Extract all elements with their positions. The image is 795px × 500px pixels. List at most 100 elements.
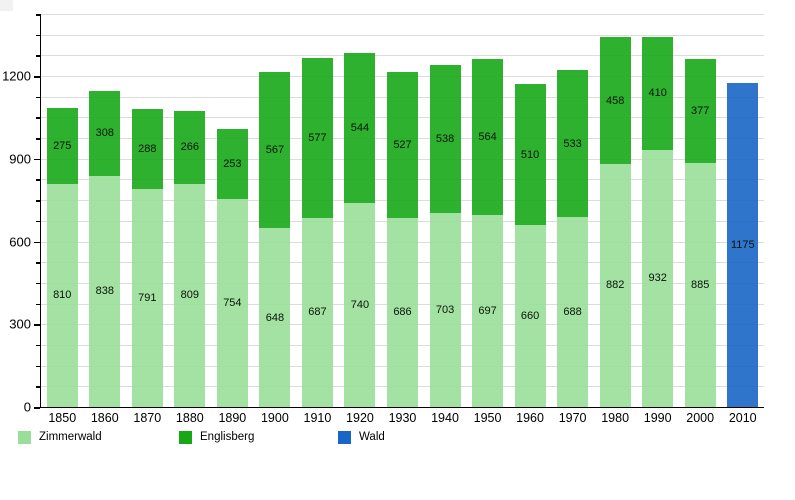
bar-value-label: 544 <box>350 121 370 134</box>
x-axis-year-label: 1900 <box>260 411 289 425</box>
bar-value-label: 253 <box>223 158 242 171</box>
bar-segment-englisberg-1910: 577 <box>301 58 333 218</box>
bar-segment-englisberg-1880: 266 <box>174 110 206 184</box>
x-axis-year-label: 1940 <box>431 411 459 425</box>
x-axis-year-label: 1980 <box>601 411 630 425</box>
y-axis-minor-tick <box>35 365 40 368</box>
legend: Zimmerwald Englisberg Wald <box>0 430 795 446</box>
y-axis-minor-tick <box>35 138 40 140</box>
bar-segment-englisberg-1860: 308 <box>89 90 121 176</box>
legend-label-englisberg: Englisberg <box>200 431 255 443</box>
bar-value-label: 377 <box>691 104 710 117</box>
y-axis-major-tick <box>33 407 40 409</box>
x-axis-year-label: 1910 <box>303 411 332 425</box>
y-axis-minor-tick <box>35 386 40 388</box>
bar-segment-zimmerwald-1890: 754 <box>216 199 248 407</box>
y-axis-minor-tick <box>35 34 40 37</box>
bar-segment-zimmerwald-1960: 660 <box>514 224 546 407</box>
bar-value-label: 410 <box>648 87 667 100</box>
y-axis-tick-label: 1200 <box>2 68 31 84</box>
bar-value-label: 885 <box>691 278 710 291</box>
bar-value-label: 697 <box>478 304 497 317</box>
y-axis-minor-tick <box>35 303 40 306</box>
bar-segment-zimmerwald-2000: 885 <box>684 162 716 407</box>
x-axis-year-label: 2010 <box>728 411 757 425</box>
bar-segment-englisberg-1870: 288 <box>131 109 163 189</box>
bar-value-label: 688 <box>563 306 582 319</box>
bar-value-label: 527 <box>393 139 412 152</box>
x-axis-year-label: 1890 <box>218 411 247 425</box>
bar-segment-englisberg-1900: 567 <box>259 71 291 229</box>
x-axis-year-label: 1970 <box>558 411 587 425</box>
y-axis-minor-tick <box>35 55 40 57</box>
x-axis-year-label: 1950 <box>473 411 502 425</box>
x-axis-year-label: 2000 <box>686 411 715 425</box>
y-axis-major-tick <box>33 76 40 78</box>
y-axis-major-tick <box>33 241 40 244</box>
bar-value-label: 538 <box>435 132 455 145</box>
y-axis-minor-tick <box>35 220 40 223</box>
x-axis-year-label: 1870 <box>133 411 162 425</box>
gridline <box>41 14 764 15</box>
bar-value-label: 564 <box>478 131 497 144</box>
legend-item-zimmerwald: Zimmerwald <box>18 430 102 444</box>
y-axis-tick-label: 900 <box>9 151 31 167</box>
bar-value-label: 458 <box>605 94 625 107</box>
bar-value-label: 308 <box>95 127 114 140</box>
plot-area: 0 300 600 900 1200 810 275 1850 838 308 1860 791 288… <box>2 14 764 425</box>
bar-value-label: 686 <box>393 306 412 319</box>
legend-label-zimmerwald: Zimmerwald <box>39 431 102 443</box>
bar-segment-englisberg-1940: 538 <box>429 64 461 214</box>
bar-value-label: 510 <box>520 148 540 161</box>
bar-segment-zimmerwald-1860: 838 <box>89 175 121 407</box>
bar-value-label: 838 <box>95 285 114 298</box>
englisberg-swatch-icon <box>179 430 192 444</box>
y-axis-tick-label: 300 <box>9 316 31 332</box>
bar-value-label: 266 <box>180 141 200 154</box>
y-axis-minor-tick <box>35 344 40 347</box>
bar-segment-englisberg-1950: 564 <box>472 59 504 215</box>
legend-item-englisberg: Englisberg <box>179 430 254 444</box>
bar-value-label: 648 <box>265 311 285 324</box>
bar-value-label: 882 <box>605 279 625 292</box>
bar-value-label: 791 <box>138 291 157 304</box>
y-axis-minor-tick <box>35 179 40 181</box>
bar-value-label: 809 <box>180 289 200 302</box>
bar-value-label: 275 <box>53 139 72 152</box>
bar-value-label: 577 <box>308 131 327 144</box>
y-axis-minor-tick <box>35 200 40 202</box>
x-axis-year-label: 1920 <box>346 411 374 425</box>
bar-value-label: 567 <box>265 144 285 157</box>
bar-value-label: 754 <box>223 297 242 310</box>
y-axis-minor-tick <box>35 96 40 99</box>
x-axis-year-label: 1880 <box>175 411 204 425</box>
y-axis-tick-label: 0 <box>23 399 31 415</box>
legend-item-wald: Wald <box>338 430 385 444</box>
bar-value-label: 740 <box>350 298 370 311</box>
bar-segment-zimmerwald-1950: 697 <box>472 214 504 407</box>
bar-value-label: 660 <box>520 309 540 322</box>
bar-segment-englisberg-2000: 377 <box>684 58 716 163</box>
bar-value-label: 810 <box>53 289 72 302</box>
bar-segment-englisberg-1980: 458 <box>599 37 631 164</box>
legend-label-wald: Wald <box>359 431 385 443</box>
bar-segment-englisberg-1960: 510 <box>514 84 546 225</box>
bar-segment-zimmerwald-1850: 810 <box>46 183 78 407</box>
bar-segment-zimmerwald-1990: 932 <box>642 149 674 407</box>
y-axis-minor-tick <box>35 14 40 16</box>
bar-segment-zimmerwald-1870: 791 <box>131 188 163 407</box>
x-axis-year-label: 1960 <box>516 411 544 425</box>
bar-segment-zimmerwald-1980: 882 <box>599 163 631 407</box>
zimmerwald-swatch-icon <box>18 430 31 444</box>
y-axis-major-tick <box>33 324 40 326</box>
wald-swatch-icon <box>338 430 351 444</box>
bar-value-label: 533 <box>563 137 582 150</box>
x-axis-year-label: 1990 <box>643 411 672 425</box>
bar-segment-englisberg-1890: 253 <box>216 129 248 200</box>
y-axis-tick-label: 600 <box>9 234 31 250</box>
gridline <box>41 34 764 36</box>
x-axis-year-label: 1860 <box>90 411 119 425</box>
bar-segment-wald-2010: 1175 <box>727 82 759 407</box>
bar-segment-englisberg-1970: 533 <box>557 70 589 218</box>
